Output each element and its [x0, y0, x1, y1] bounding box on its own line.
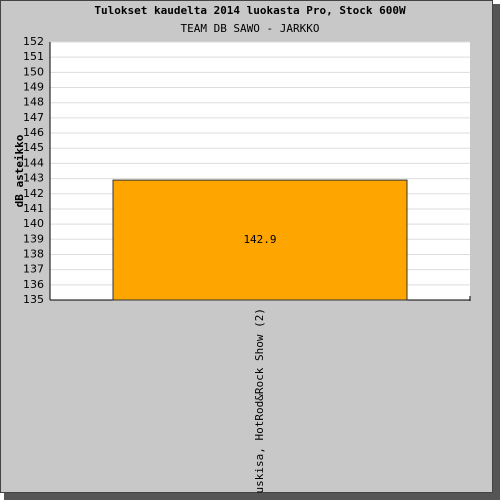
y-tick-label: 149 [23, 81, 44, 94]
y-tick-label: 137 [23, 263, 44, 276]
y-tick-label: 148 [23, 96, 44, 109]
y-tick-label: 140 [23, 217, 44, 230]
bar [112, 179, 408, 301]
y-tick-label: 138 [23, 247, 44, 260]
plot-layer: 135 136 137 138 139 140 141 142 143 144 145 146 147 1… [23, 35, 471, 500]
y-tick-label: 147 [23, 111, 44, 124]
y-tick-label: 141 [23, 202, 44, 215]
y-tick-label: 139 [23, 232, 44, 245]
y-tick-label: 152 [23, 35, 44, 48]
y-axis-label: dB asteikko [13, 134, 26, 207]
y-tick-label: 145 [23, 141, 44, 154]
y-tick-label: 151 [23, 50, 44, 63]
y-tick-label: 142 [23, 187, 44, 200]
y-tick-label: 150 [23, 65, 44, 78]
y-tick-label: 146 [23, 126, 44, 139]
y-tick-label: 136 [23, 278, 44, 291]
y-tick-label: 143 [23, 172, 44, 185]
x-tick-label: avauskisa, HotRod&Rock Show (2) [253, 308, 266, 500]
value-label: 142.9 [243, 233, 276, 246]
chart-title: Tulokset kaudelta 2014 luokasta Pro, Sto… [94, 4, 406, 17]
y-tick-label: 135 [23, 293, 44, 306]
chart-subtitle: TEAM DB SAWO - JARKKO [180, 22, 319, 35]
y-tick-label: 144 [23, 156, 44, 169]
